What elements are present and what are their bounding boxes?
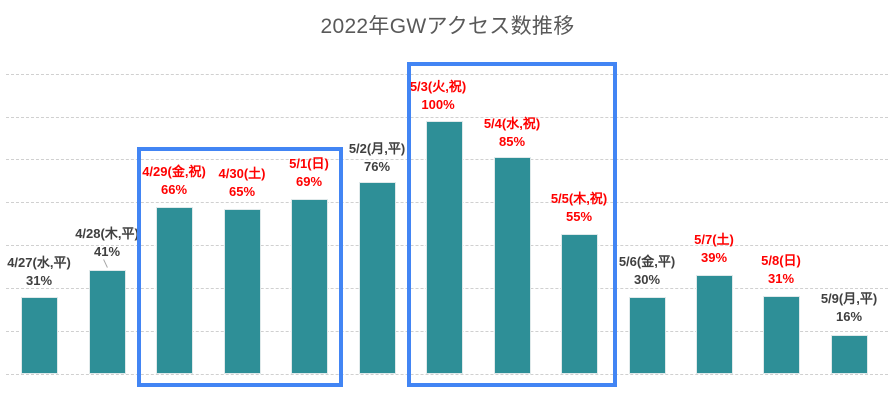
label-date: 5/8(日): [761, 253, 801, 268]
label-value: 31%: [767, 271, 795, 286]
data-label: 5/1(日) 69%: [254, 155, 364, 191]
label-value: 41%: [93, 244, 121, 259]
label-value: 55%: [565, 209, 593, 224]
bar-0505: [561, 234, 598, 374]
data-label: 4/27(水,平) 31%: [0, 254, 94, 290]
bar-0508: [763, 296, 800, 374]
data-label: 5/4(水,祝) 85%: [457, 115, 567, 151]
label-value: 69%: [295, 174, 323, 189]
data-label: 5/8(日) 31%: [726, 252, 836, 288]
label-value: 66%: [160, 182, 188, 197]
label-value: 31%: [25, 273, 53, 288]
highlight-box-holidays-2: [407, 62, 617, 387]
label-value: 76%: [363, 159, 391, 174]
gridline: [6, 117, 888, 118]
bar-0429: [156, 207, 193, 374]
baseline: [6, 374, 888, 375]
data-label: 4/28(木,平) 41%: [52, 225, 162, 261]
bar-0427: [21, 297, 58, 374]
label-value: 39%: [700, 250, 728, 265]
label-value: 100%: [421, 97, 455, 112]
label-date: 5/1(日): [289, 156, 329, 171]
label-value: 85%: [498, 134, 526, 149]
label-date: 5/2(月,平): [348, 141, 406, 156]
bar-0506: [629, 297, 666, 374]
gridline: [6, 74, 888, 75]
bar-0502: [359, 182, 396, 374]
bar-0501: [291, 199, 328, 374]
label-date: 4/28(木,平): [75, 226, 139, 241]
bar-0428: [89, 270, 126, 374]
label-date: 5/3(火,祝): [409, 79, 467, 94]
data-label: 5/2(月,平) 76%: [322, 140, 432, 176]
label-date: 5/5(木,祝): [550, 191, 608, 206]
highlight-box-holidays-1: [137, 147, 343, 387]
label-value: 30%: [633, 272, 661, 287]
data-label: 5/7(土) 39%: [659, 231, 769, 267]
label-value: 16%: [835, 309, 863, 324]
data-label: 5/5(木,祝) 55%: [524, 190, 634, 226]
label-date: 5/9(月,平): [820, 291, 878, 306]
label-date: 5/4(水,祝): [483, 116, 541, 131]
data-label: 5/9(月,平) 16%: [794, 290, 895, 326]
label-date: 4/27(水,平): [7, 255, 71, 270]
bar-0504: [494, 157, 531, 374]
chart-title: 2022年GWアクセス数推移: [320, 15, 575, 38]
data-label: 4/30(土) 65%: [187, 165, 297, 201]
data-label: 4/29(金,祝) 66%: [119, 163, 229, 199]
label-date: 4/30(土): [218, 166, 266, 181]
label-date: 5/7(土): [694, 232, 734, 247]
bar-0430: [224, 209, 261, 374]
bar-0507: [696, 275, 733, 374]
label-value: 65%: [228, 184, 256, 199]
bar-0509: [831, 335, 868, 374]
bar-0503: [426, 121, 463, 374]
label-date: 5/6(金,平): [618, 254, 676, 269]
data-label: 5/6(金,平) 30%: [592, 253, 702, 289]
data-label: 5/3(火,祝) 100%: [383, 78, 493, 114]
label-date: 4/29(金,祝): [142, 164, 206, 179]
